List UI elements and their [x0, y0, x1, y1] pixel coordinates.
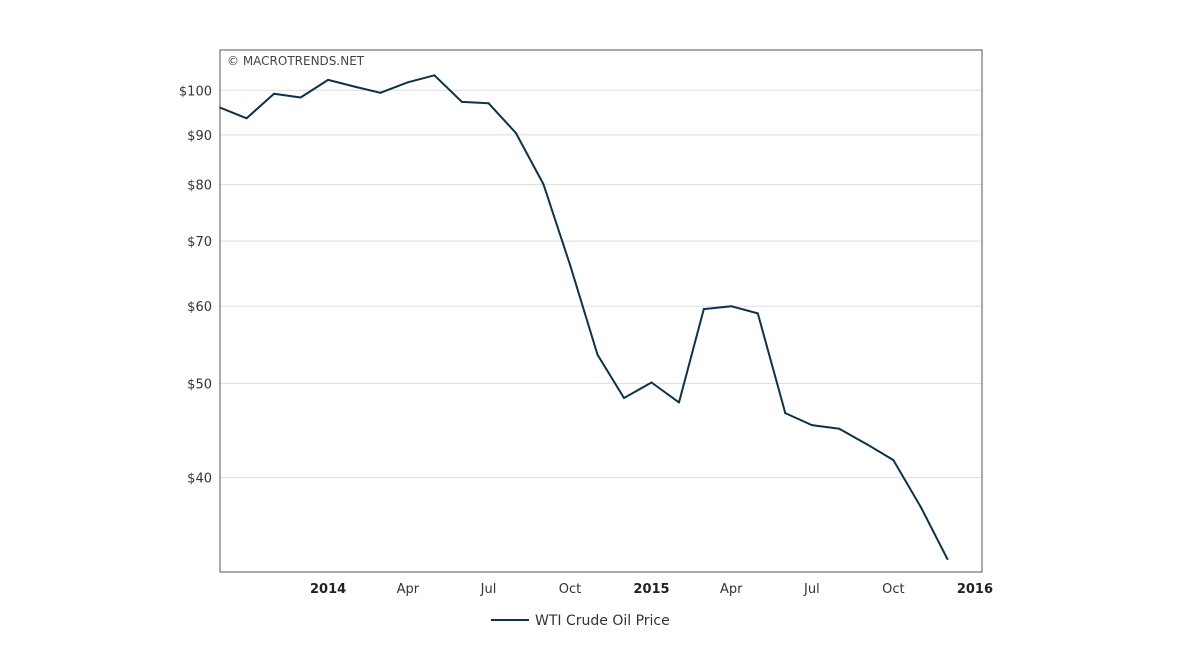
data-point[interactable]: [730, 305, 733, 308]
data-point[interactable]: [650, 381, 653, 384]
data-point[interactable]: [702, 308, 705, 311]
data-point[interactable]: [354, 85, 357, 88]
y-tick-label: $70: [187, 235, 212, 250]
y-tick-label: $90: [187, 129, 212, 144]
y-axis: $40 $50 $60 $70 $80 $90 $100: [179, 84, 212, 486]
data-point[interactable]: [677, 401, 680, 404]
x-axis: 2014 Apr Jul Oct 2015 Apr Jul Oct 2016: [310, 582, 993, 597]
data-point[interactable]: [542, 183, 545, 186]
data-point[interactable]: [460, 100, 463, 103]
data-point[interactable]: [568, 263, 571, 266]
data-point[interactable]: [838, 427, 841, 430]
data-point[interactable]: [596, 353, 599, 356]
x-tick-label: 2014: [310, 582, 346, 597]
plot-frame: [219, 49, 983, 573]
x-tick-label: Jul: [803, 582, 820, 597]
data-point[interactable]: [406, 81, 409, 84]
data-point[interactable]: [865, 443, 868, 446]
data-point[interactable]: [379, 91, 382, 94]
data-point[interactable]: [623, 396, 626, 399]
data-point[interactable]: [946, 557, 949, 560]
legend-label: WTI Crude Oil Price: [535, 613, 670, 629]
data-point[interactable]: [245, 117, 248, 120]
x-tick-label: 2016: [957, 582, 993, 597]
y-tick-label: $100: [179, 84, 212, 99]
legend[interactable]: WTI Crude Oil Price: [491, 613, 670, 629]
x-tick-label: 2015: [633, 582, 669, 597]
data-point[interactable]: [273, 92, 276, 95]
data-point[interactable]: [487, 102, 490, 105]
data-point[interactable]: [299, 96, 302, 99]
y-tick-label: $40: [187, 472, 212, 487]
y-tick-label: $60: [187, 300, 212, 315]
y-tick-label: $50: [187, 377, 212, 392]
gridlines: [220, 89, 982, 479]
data-point[interactable]: [514, 131, 517, 134]
data-point[interactable]: [810, 424, 813, 427]
x-tick-label: Oct: [559, 582, 581, 597]
series-layer: [219, 74, 949, 560]
data-point[interactable]: [919, 506, 922, 509]
watermark: © MACROTRENDS.NET: [227, 54, 365, 68]
y-tick-label: $80: [187, 179, 212, 194]
series-line[interactable]: [219, 74, 949, 560]
data-point[interactable]: [433, 74, 436, 77]
x-tick-label: Jul: [480, 582, 497, 597]
x-tick-label: Apr: [397, 582, 420, 597]
data-point[interactable]: [784, 412, 787, 415]
data-point[interactable]: [756, 312, 759, 315]
x-tick-label: Oct: [882, 582, 904, 597]
data-point[interactable]: [327, 78, 330, 81]
data-point[interactable]: [892, 459, 895, 462]
x-tick-label: Apr: [720, 582, 743, 597]
